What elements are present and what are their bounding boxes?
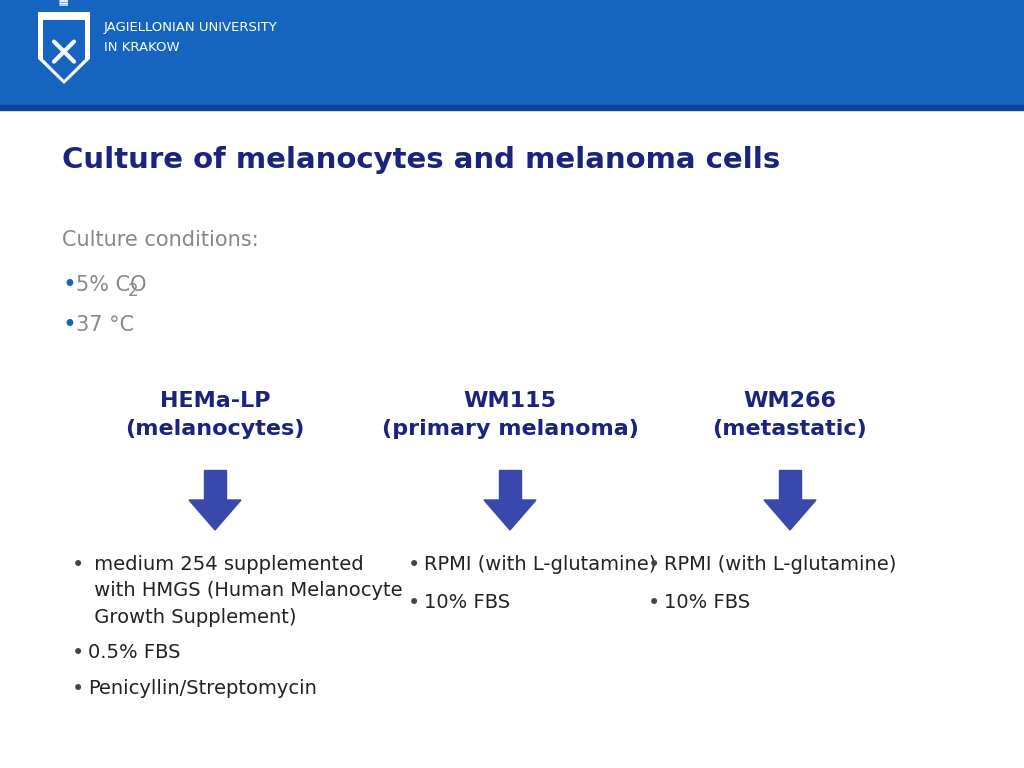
Bar	[204, 470, 226, 500]
Text: •: •	[72, 643, 84, 663]
Text: •: •	[72, 555, 84, 575]
Text: 5% CO: 5% CO	[76, 275, 146, 295]
Text: Culture of melanocytes and melanoma cells: Culture of melanocytes and melanoma cell…	[62, 146, 780, 174]
Text: WM115
(primary melanoma): WM115 (primary melanoma)	[382, 391, 638, 439]
Bar	[499, 470, 521, 500]
Text: 10% FBS: 10% FBS	[664, 593, 751, 612]
Polygon shape	[484, 500, 536, 530]
Text: RPMI (with L-glutamine): RPMI (with L-glutamine)	[424, 555, 656, 574]
Polygon shape	[764, 500, 816, 530]
Text: 0.5% FBS: 0.5% FBS	[88, 643, 180, 662]
Text: medium 254 supplemented
 with HMGS (Human Melanocyte
 Growth Supplement): medium 254 supplemented with HMGS (Human…	[88, 555, 402, 627]
Text: •: •	[408, 555, 420, 575]
Text: HEMa-LP
(melanocytes): HEMa-LP (melanocytes)	[125, 391, 305, 439]
Text: •: •	[648, 593, 660, 613]
Polygon shape	[189, 500, 241, 530]
Text: WM266
(metastatic): WM266 (metastatic)	[713, 391, 867, 439]
Text: •: •	[72, 679, 84, 699]
Text: 37 °C: 37 °C	[76, 315, 134, 335]
Text: •: •	[408, 593, 420, 613]
Text: 2: 2	[128, 282, 138, 300]
Text: Culture conditions:: Culture conditions:	[62, 230, 259, 250]
Bar	[779, 470, 801, 500]
Bar	[0, 0, 1024, 105]
Text: RPMI (with L-glutamine): RPMI (with L-glutamine)	[664, 555, 896, 574]
Text: Penicyllin/Streptomycin: Penicyllin/Streptomycin	[88, 679, 316, 698]
Bar	[0, 105, 1024, 110]
Text: •: •	[62, 313, 76, 337]
Text: ♛: ♛	[55, 0, 73, 10]
Polygon shape	[43, 20, 85, 80]
Polygon shape	[38, 12, 90, 84]
Text: JAGIELLONIAN UNIVERSITY
IN KRAKOW: JAGIELLONIAN UNIVERSITY IN KRAKOW	[104, 21, 278, 54]
Text: •: •	[648, 555, 660, 575]
Text: 10% FBS: 10% FBS	[424, 593, 510, 612]
Text: •: •	[62, 273, 76, 297]
